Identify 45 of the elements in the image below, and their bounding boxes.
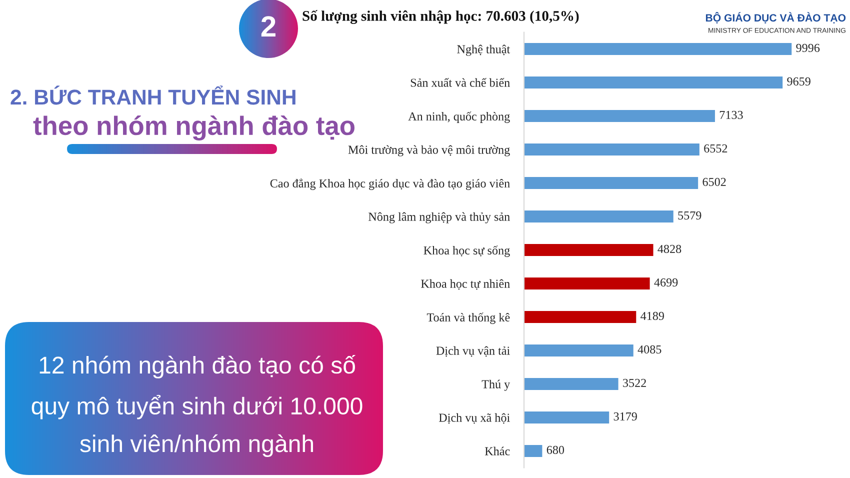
text: theo nhóm ngành đào tạo [33,116,354,140]
bar [524,76,783,89]
data-label: 3179 [614,412,637,421]
text: BỘ GIÁO DỤC VÀ ĐÀO TẠO [706,12,846,24]
bar [524,42,792,56]
text: 12 nhóm ngành đào tạo có số quy mô tuyển sinh dưới 10.000 sinh viên/nhóm ngành [32,354,362,458]
data-label: 5579 [678,211,702,220]
y-tick-label: Nông lâm nghiệp và thủy sản [368,212,510,224]
bar [524,176,698,190]
chart-title: Số lượng sinh viên nhập học: 70.603 (10,5%) [302,10,579,24]
data-label: 3522 [623,378,646,388]
data-label: 6552 [704,144,728,153]
data-label: 6502 [702,178,726,186]
data-label: 4189 [640,312,664,320]
data-label: 4828 [658,244,682,254]
data-label: 9996 [796,44,820,52]
y-tick-label: Dịch vụ xã hội [438,413,510,424]
data-label: 7133 [720,110,743,120]
y-tick-label: Khác [484,446,510,456]
data-label: 9659 [787,77,810,86]
y-tick-label: Thú y [482,380,510,391]
y-tick-label: Toán và thống kê [426,312,510,324]
data-label: 4085 [638,345,662,354]
y-tick-label: Nghệ thuật [457,44,510,56]
bar [524,310,636,324]
y-tick-label: Môi trường và bảo vệ môi trường [348,145,510,156]
y-tick-label: Khoa học tự nhiên [421,279,510,290]
text: 2. BỨC TRANH TUYỂN SINH [10,85,296,105]
y-tick-label: Sản xuất và chế biến [410,78,510,87]
bar [524,244,654,256]
data-label: 4699 [654,278,678,287]
y-tick-label: An ninh, quốc phòng [408,112,510,123]
bar [524,344,634,357]
data-label: 680 [546,446,564,454]
y-tick-label: Dịch vụ vận tải [436,346,510,357]
bar [524,444,542,458]
bar [524,277,650,290]
y-tick-label: Khoa học sự sống [424,246,510,257]
y-tick-label: Cao đẳng Khoa học giáo dục và đào tạo giáo viên [270,178,510,190]
bar [524,143,700,156]
bar [524,210,674,223]
bar [524,378,618,390]
bar [524,110,715,122]
text: 2 [261,16,276,37]
bar [524,411,610,424]
